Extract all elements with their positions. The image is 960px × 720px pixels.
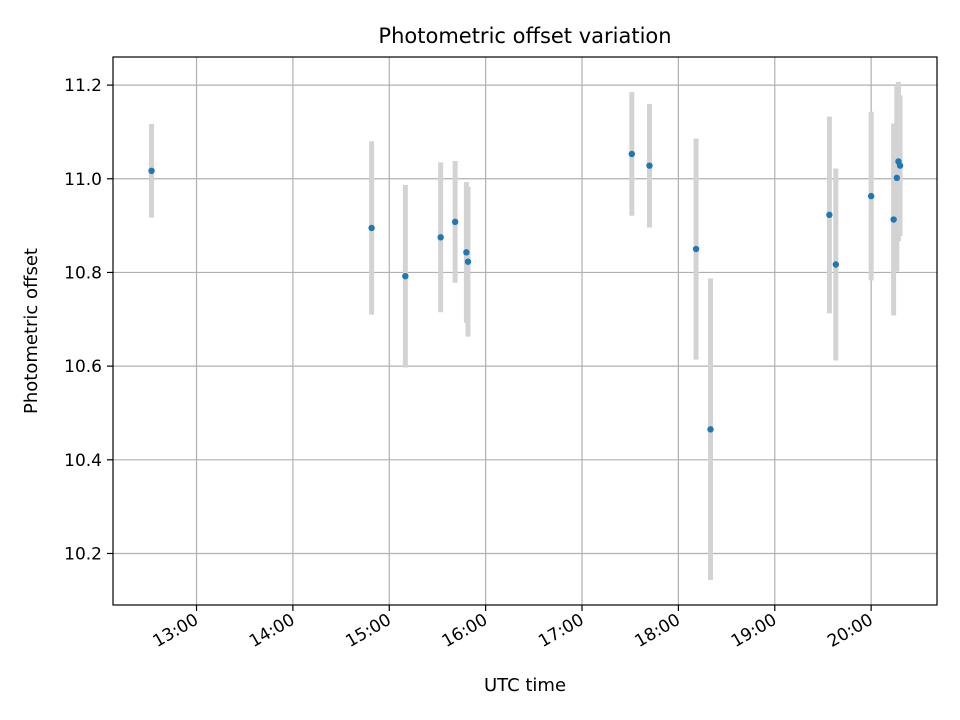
data-point [437, 234, 444, 241]
y-tick-label: 11.2 [64, 76, 102, 96]
data-point [463, 249, 470, 256]
y-tick-label: 10.2 [64, 544, 102, 564]
chart-title: Photometric offset variation [378, 24, 671, 48]
data-point [896, 162, 904, 169]
data-point [707, 426, 714, 433]
x-axis-label: UTC time [484, 675, 566, 696]
y-tick-label: 11.0 [64, 170, 102, 190]
data-point [867, 192, 875, 200]
data-points [148, 150, 904, 433]
y-tick-label: 10.6 [64, 357, 102, 377]
data-point [646, 162, 653, 169]
data-point [890, 216, 897, 223]
data-point [402, 273, 409, 280]
y-tick-label: 10.4 [64, 451, 102, 471]
y-axis-ticks: 10.2 10.4 10.6 10.8 11.0 11.2 [64, 76, 113, 564]
y-tick-label: 10.8 [64, 263, 102, 283]
data-point [628, 150, 636, 158]
data-point [451, 218, 459, 226]
data-point [893, 174, 901, 182]
data-point [692, 245, 700, 253]
data-point [368, 224, 375, 232]
data-point [148, 167, 155, 175]
data-point [832, 261, 840, 268]
y-axis-label: Photometric offset [21, 248, 42, 414]
plot-frame [112, 56, 938, 606]
data-point [464, 258, 472, 265]
data-point [826, 211, 833, 219]
